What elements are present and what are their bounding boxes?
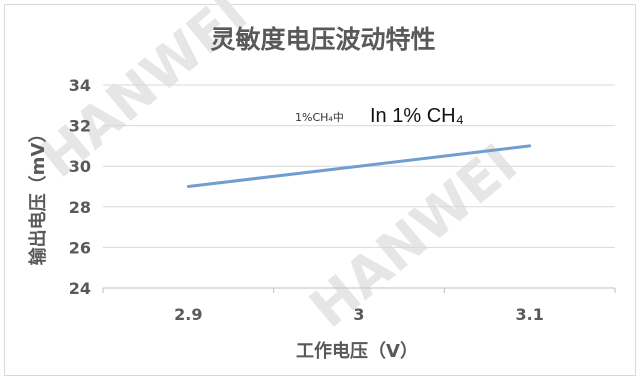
grid <box>103 84 615 289</box>
y-tick-label: 34 <box>69 76 91 95</box>
x-axis-title: 工作电压（V） <box>296 340 418 362</box>
y-axis-title: 输出电压（mV） <box>27 125 49 266</box>
series-line <box>186 144 532 188</box>
x-tick-label: 2.9 <box>174 305 202 324</box>
chart-title: 灵敏度电压波动特性 <box>210 25 435 54</box>
y-tick-label: 30 <box>69 157 91 176</box>
y-tick-label: 24 <box>69 279 91 298</box>
y-tick-labels: 24 26 28 30 32 34 <box>69 76 91 298</box>
x-tick-label: 3 <box>353 305 364 324</box>
watermark-2: HANWEI <box>298 132 529 340</box>
y-tick-label: 26 <box>69 238 91 257</box>
annotation-big: In 1% CH₄ <box>370 105 464 127</box>
x-tick-labels: 2.9 3 3.1 <box>174 305 544 324</box>
x-tick-marks <box>102 288 616 293</box>
annotation-small: 1%CH₄中 <box>295 111 344 124</box>
y-tick-label: 32 <box>69 117 91 136</box>
y-tick-label: 28 <box>69 198 91 217</box>
chart-frame <box>4 4 636 376</box>
x-tick-label: 3.1 <box>515 305 543 324</box>
series-layer <box>186 144 532 188</box>
